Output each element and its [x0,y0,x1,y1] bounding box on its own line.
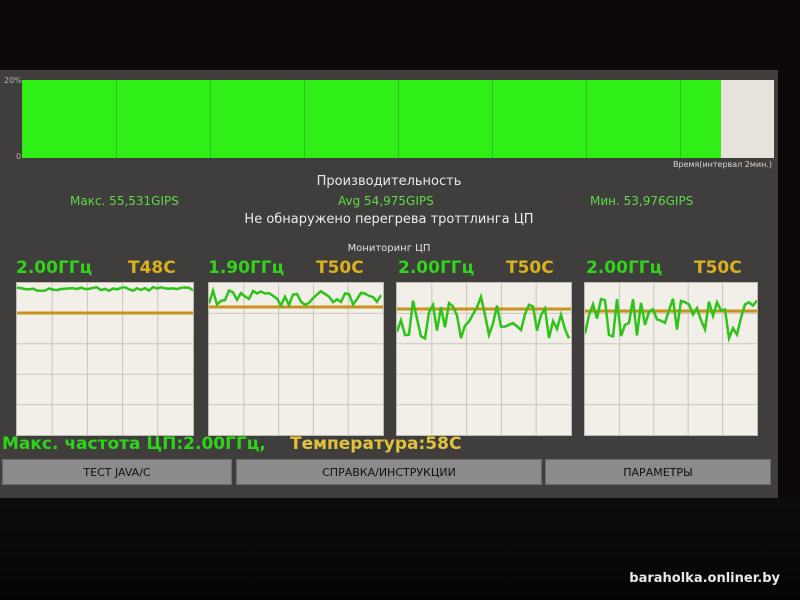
test-java-c-button[interactable]: ТЕСТ JAVA/C [2,459,232,485]
cpu-temperature: Температура:58С [290,434,462,454]
core-3-temp: T50C [506,258,554,278]
core-chart-2 [207,282,384,436]
monitor-title: Мониторинг ЦП [347,243,431,254]
avg-gips: Avg 54,975GIPS [338,194,434,208]
tv-bezel [0,498,800,600]
performance-title: Производительность [316,174,462,189]
core-1-freq: 2.00ГГц [16,258,93,278]
core-4-freq: 2.00ГГц [586,258,663,278]
y-axis-bottom-label: 0 [16,152,22,161]
x-axis-label: Время(интервал 2мин.) [672,160,772,169]
min-gips: Мин. 53,976GIPS [590,194,694,208]
core-chart-4 [583,282,758,436]
max-gips: Макс. 55,531GIPS [70,194,179,208]
app-screen: 20% 0 Время(интервал 2мин.) Производител… [0,70,778,498]
parameters-button[interactable]: ПАРАМЕТРЫ [545,459,771,485]
max-cpu-frequency: Макс. частота ЦП:2.00ГГц, [2,434,266,454]
core-chart-3 [395,282,572,436]
core-1-temp: T48C [128,258,176,278]
core-chart-1 [16,282,194,436]
performance-chart [22,80,774,158]
help-instructions-button[interactable]: СПРАВКА/ИНСТРУКЦИИ [236,459,542,485]
core-3-freq: 2.00ГГц [398,258,475,278]
watermark: baraholka.onliner.by [629,571,780,586]
performance-fill [22,80,722,158]
core-2-freq: 1.90ГГц [208,258,285,278]
core-4-temp: T50C [694,258,742,278]
core-2-temp: T50C [316,258,364,278]
throttle-status: Не обнаружено перегрева троттлинга ЦП [244,212,534,227]
y-axis-top-label: 20% [4,76,22,85]
